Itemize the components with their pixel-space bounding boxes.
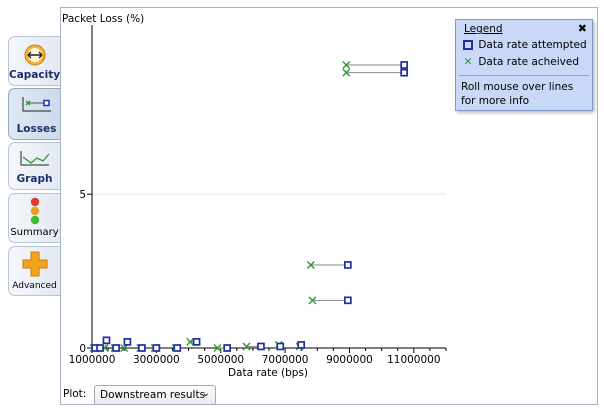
- tab-losses-label: Losses: [16, 123, 57, 135]
- legend-item-achieved-label: Data rate acheived: [478, 56, 579, 68]
- tab-advanced-label: Advanced: [12, 281, 57, 291]
- legend-info-text: Roll mouse over lines for more info: [461, 81, 574, 107]
- chevron-down-icon: ⌄: [201, 388, 210, 399]
- tab-graph[interactable]: Graph: [8, 142, 60, 190]
- attempted-point: [343, 296, 352, 305]
- legend-title: Legend: [464, 23, 503, 35]
- y-tick-label: 5: [79, 189, 86, 201]
- packet-loss-chart: Packet Loss (%) Data rate (bps) 0 5 100000…: [62, 13, 447, 379]
- achieved-point: [342, 68, 351, 77]
- plot-dropdown[interactable]: Downstream results ⌄: [94, 385, 216, 405]
- plus-cross-icon: [9, 250, 60, 281]
- attempted-point: [192, 337, 201, 346]
- x-tick-label: 7000000: [262, 354, 309, 366]
- achieved-point: [186, 337, 195, 346]
- square-marker-icon: [461, 39, 475, 51]
- graph-line-icon: [9, 149, 60, 172]
- achieved-point: [308, 296, 317, 305]
- legend-item-achieved: ✕ Data rate acheived: [461, 56, 579, 70]
- tab-graph-label: Graph: [16, 173, 53, 185]
- tab-advanced[interactable]: Advanced: [8, 246, 60, 296]
- legend-close-icon[interactable]: ✖: [577, 22, 587, 35]
- x-tick-label: 1000000: [69, 354, 116, 366]
- tab-capacity-label: Capacity: [9, 69, 61, 81]
- attempted-point: [102, 336, 111, 345]
- x-tick-label: 11000000: [387, 354, 440, 366]
- capacity-arrows-icon: [9, 43, 60, 70]
- attempted-point: [152, 344, 161, 352]
- attempted-point: [343, 261, 352, 269]
- attempted-point: [223, 344, 232, 352]
- attempted-point: [112, 344, 120, 352]
- attempted-point: [276, 342, 285, 351]
- legend-item-attempted-label: Data rate attempted: [478, 39, 587, 51]
- x-tick-label: 9000000: [326, 354, 373, 366]
- achieved-point: [342, 60, 351, 69]
- legend-box: Legend ✖ Data rate attempted ✕ Data rate…: [455, 19, 593, 111]
- y-tick-label: 0: [79, 343, 86, 355]
- tab-losses[interactable]: Losses: [8, 88, 64, 140]
- legend-item-attempted: Data rate attempted: [461, 39, 587, 53]
- plot-dropdown-value: Downstream results: [100, 389, 206, 401]
- attempted-point: [123, 337, 132, 346]
- losses-panel: Packet Loss (%) Data rate (bps) 0 5 100000…: [60, 7, 598, 405]
- x-tick-label: 3000000: [133, 354, 180, 366]
- achieved-point: [306, 260, 315, 269]
- attempted-point: [257, 342, 265, 351]
- traffic-light-icon: [9, 197, 60, 228]
- x-axis-label: Data rate (bps): [228, 367, 308, 379]
- x-tick-label: 5000000: [197, 354, 244, 366]
- attempted-point: [96, 344, 104, 352]
- attempted-point: [138, 344, 146, 352]
- tab-summary[interactable]: Summary: [8, 193, 60, 243]
- losses-line-icon: [9, 95, 64, 118]
- legend-divider: [459, 75, 589, 76]
- attempted-point: [400, 68, 409, 77]
- attempted-point: [297, 341, 306, 349]
- tab-summary-label: Summary: [10, 227, 59, 238]
- y-axis-label: Packet Loss (%): [62, 13, 144, 25]
- achieved-point: [242, 342, 251, 351]
- tab-capacity[interactable]: Capacity: [8, 36, 60, 86]
- attempted-point: [400, 61, 409, 69]
- achieved-point: [213, 344, 222, 352]
- x-marker-icon: ✕: [463, 56, 473, 68]
- attempted-point: [173, 344, 182, 352]
- plot-label: Plot:: [63, 388, 87, 400]
- view-tab-strip: Capacity Losses Graph: [0, 0, 64, 410]
